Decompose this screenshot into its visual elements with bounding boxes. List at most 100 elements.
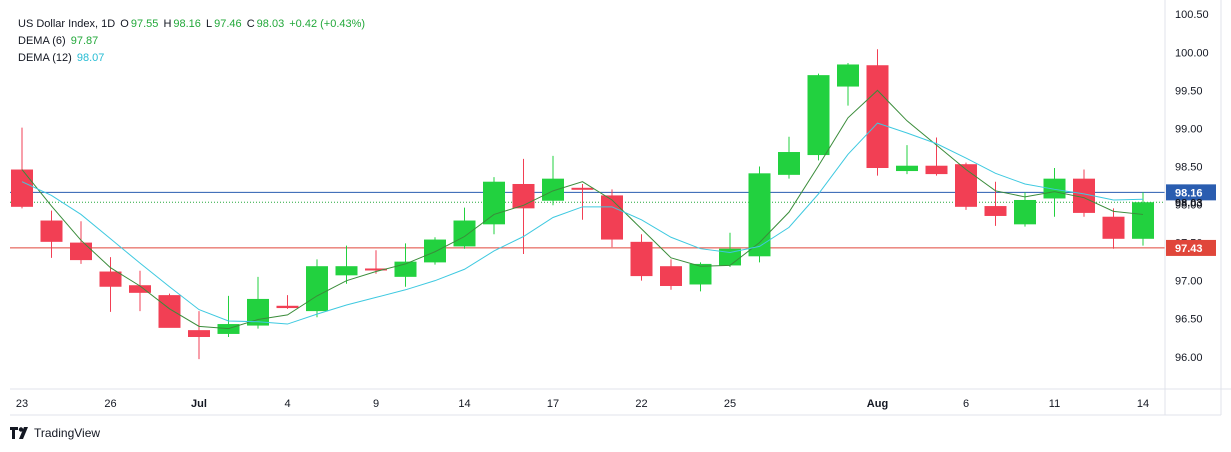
candle-body <box>1073 178 1095 213</box>
y-tick-label: 96.50 <box>1175 314 1203 326</box>
x-tick-label: 17 <box>547 398 559 410</box>
low-label: L <box>205 18 213 30</box>
candle-body <box>276 305 299 309</box>
dema6-row[interactable]: DEMA (6) 97.87 <box>18 33 367 50</box>
candle-body <box>424 239 446 263</box>
candle <box>99 257 122 312</box>
candle <box>1073 169 1095 217</box>
candle-body <box>99 271 122 287</box>
x-tick-label: 26 <box>104 398 116 410</box>
candle <box>719 232 741 267</box>
candle <box>158 293 181 328</box>
candle <box>984 181 1007 226</box>
chart-legend: US Dollar Index, 1D O 97.55 H 98.16 L 97.46… <box>18 16 367 67</box>
change-value: +0.42 (+0.43%) <box>289 18 366 30</box>
y-tick-label: 99.50 <box>1175 85 1203 97</box>
candle-body <box>129 285 151 293</box>
dema-line <box>21 89 1144 330</box>
dema-lines <box>21 89 1144 330</box>
candle <box>1102 208 1125 249</box>
candle-body <box>1132 202 1154 239</box>
tradingview-logo-icon <box>10 427 28 439</box>
price-tag <box>1166 239 1216 256</box>
y-tick-label: 97.00 <box>1175 276 1203 288</box>
candle-body <box>896 165 918 172</box>
y-tick-label: 98.50 <box>1175 161 1203 173</box>
candles <box>11 49 1154 360</box>
price-tag-label: 98.16 <box>1175 187 1203 199</box>
candle <box>660 259 682 290</box>
candle <box>837 62 859 106</box>
candle-body <box>689 263 712 285</box>
candle-body <box>1043 178 1066 199</box>
candle <box>11 127 33 209</box>
candle-body <box>571 187 594 190</box>
brand-name: TradingView <box>34 426 101 440</box>
candle <box>955 162 977 210</box>
candle-body <box>837 64 859 87</box>
tradingview-brand[interactable]: TradingView <box>10 426 100 440</box>
candle <box>807 73 830 161</box>
candle-body <box>748 173 771 257</box>
candle-body <box>542 178 564 201</box>
candle <box>1043 168 1066 217</box>
candle-body <box>158 295 181 328</box>
price-tag <box>1166 184 1216 201</box>
candle <box>1014 192 1036 227</box>
candle <box>630 234 653 281</box>
candle-body <box>778 152 800 175</box>
candle-body <box>984 206 1007 216</box>
x-tick-label: 22 <box>635 398 647 410</box>
candle <box>866 49 889 176</box>
candle-body <box>925 165 948 175</box>
dema6-label: DEMA (6) <box>18 35 66 47</box>
y-tick-label: 100.00 <box>1175 47 1209 59</box>
candle <box>571 183 594 220</box>
high-label: H <box>163 18 172 30</box>
price-lines <box>10 191 1165 249</box>
open-label: O <box>120 18 129 30</box>
candle <box>424 237 446 265</box>
candle <box>306 259 328 318</box>
x-tick-label: 25 <box>724 398 736 410</box>
candle <box>247 276 269 329</box>
ohlc-row: US Dollar Index, 1D O 97.55 H 98.16 L 97.46… <box>18 16 367 33</box>
candle <box>1132 192 1154 246</box>
candle <box>483 177 505 235</box>
close-value: 98.03 <box>256 18 285 30</box>
dema12-row[interactable]: DEMA (12) 98.07 <box>18 50 367 67</box>
candle-body <box>306 266 328 312</box>
open-value: 97.55 <box>130 18 159 30</box>
candle-body <box>807 75 830 156</box>
x-tick-label: 14 <box>458 398 470 410</box>
candle-body <box>483 181 505 225</box>
dema6-value: 97.87 <box>70 35 99 47</box>
candle-body <box>365 268 387 271</box>
candle-body <box>601 195 623 240</box>
candle <box>217 295 240 337</box>
candle-body <box>11 169 33 207</box>
symbol-label: US Dollar Index, 1D <box>18 18 116 30</box>
candle-body <box>660 266 682 286</box>
high-value: 98.16 <box>173 18 201 30</box>
x-tick-label: Jul <box>191 398 207 410</box>
y-tick-label: 98.00 <box>1175 200 1203 212</box>
x-tick-label: 23 <box>16 398 28 410</box>
candle <box>542 155 564 206</box>
candle-body <box>335 266 358 276</box>
candle-body <box>630 241 653 277</box>
price-tag-label: 98.03 <box>1175 197 1203 209</box>
candle <box>453 207 476 249</box>
candle-body <box>512 183 535 209</box>
candle <box>896 145 918 175</box>
price-tag-label: 97.43 <box>1175 243 1203 255</box>
candle <box>188 311 210 360</box>
x-tick-label: Aug <box>867 398 888 410</box>
dema-line <box>21 122 1144 325</box>
candle <box>70 221 92 264</box>
candle <box>40 210 63 258</box>
y-tick-label: 100.50 <box>1175 9 1209 21</box>
candle <box>335 245 358 284</box>
x-tick-label: 6 <box>963 398 969 410</box>
